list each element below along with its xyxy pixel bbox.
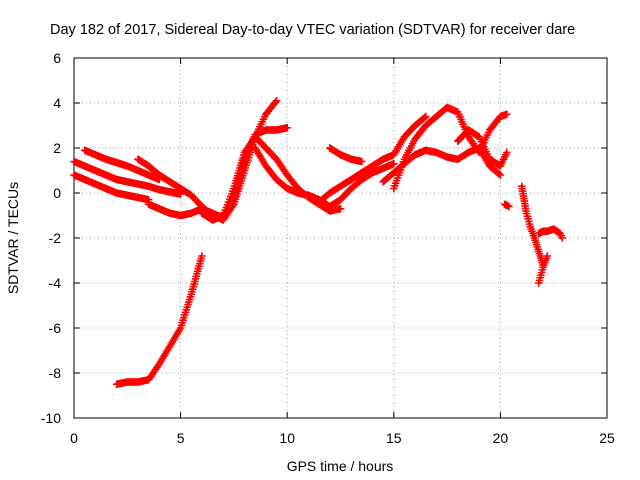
data-point: [420, 113, 429, 122]
data-point: [198, 252, 206, 260]
y-tick-label: 4: [53, 95, 61, 111]
series-track-i: [315, 112, 430, 206]
data-point: [502, 110, 511, 119]
plot-frame: [73, 57, 608, 419]
x-tick-label: 20: [493, 430, 509, 446]
chart-title: Day 182 of 2017, Sidereal Day-to-day VTE…: [50, 22, 575, 38]
tick-layer: 0 5 10 15 20 25 -10 -8 -6 -4 -2 0 2 4 6: [41, 50, 615, 446]
x-tick-label: 15: [386, 430, 402, 446]
y-tick-label: 0: [53, 185, 61, 201]
series-track-b: [70, 171, 153, 204]
series-track-k: [390, 103, 511, 193]
data-point: [390, 159, 398, 168]
series-track-n: [517, 182, 547, 269]
series-track-f: [198, 132, 345, 224]
y-tick-label: 2: [53, 140, 61, 156]
series-track-a: [70, 157, 185, 198]
y-axis-label: SDTVAR / TECUs: [5, 182, 21, 294]
x-tick-label: 10: [279, 430, 295, 446]
y-tick-label: -10: [41, 410, 61, 426]
points-layer: [70, 96, 567, 389]
data-point: [543, 252, 552, 260]
series-track-m: [326, 144, 366, 166]
y-tick-label: -4: [49, 275, 62, 291]
series-track-q: [500, 200, 513, 211]
series-track-j: [379, 144, 505, 186]
series-track-o: [534, 225, 567, 242]
data-point: [283, 123, 291, 132]
data-point: [502, 148, 511, 157]
data-point: [558, 234, 567, 242]
y-tick-label: -8: [49, 365, 62, 381]
x-axis-label: GPS time / hours: [287, 458, 394, 474]
x-tick-label: 25: [599, 430, 615, 446]
series-track-p: [534, 252, 552, 287]
data-point: [421, 112, 430, 121]
y-tick-label: -6: [49, 320, 62, 336]
series-track-l: [453, 126, 511, 170]
data-point: [495, 170, 504, 178]
data-point: [496, 171, 505, 179]
y-tick-label: -2: [49, 230, 62, 246]
x-tick-label: 0: [70, 430, 78, 446]
x-tick-label: 5: [177, 430, 185, 446]
y-tick-label: 6: [53, 50, 61, 66]
grid-layer: [74, 58, 607, 418]
data-point: [272, 96, 281, 105]
data-point: [505, 202, 513, 211]
series-track-h: [112, 252, 206, 389]
series-track-c: [80, 146, 164, 184]
data-point: [358, 157, 366, 166]
data-point: [336, 204, 345, 213]
